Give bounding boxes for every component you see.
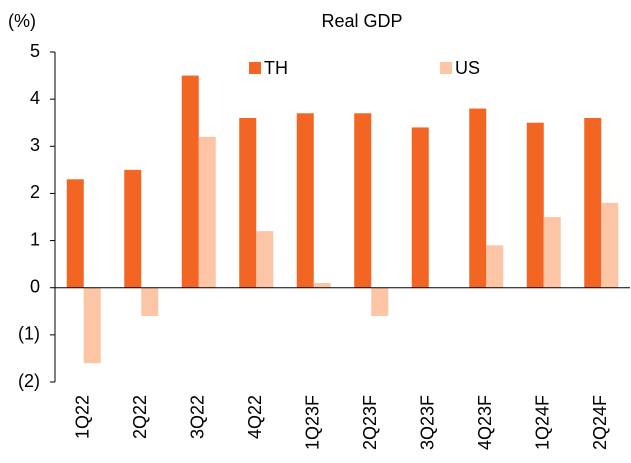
x-tick-label: 3Q22 (188, 395, 208, 439)
x-tick-label: 2Q24F (590, 395, 610, 450)
x-tick-label: 1Q23F (303, 395, 323, 450)
y-tick-label: 5 (30, 41, 40, 61)
x-tick-label: 2Q23F (360, 395, 380, 450)
x-tick-label: 1Q24F (533, 395, 553, 450)
y-tick-label: 1 (30, 229, 40, 249)
bar (411, 127, 429, 288)
x-tick-label: 3Q23F (418, 395, 438, 450)
bar (354, 113, 372, 288)
x-tick-label: 2Q22 (130, 395, 150, 439)
bar (83, 287, 101, 364)
bar (256, 231, 274, 288)
bar (543, 217, 561, 288)
bar (66, 179, 84, 288)
legend-swatch (249, 62, 261, 74)
bar (486, 245, 504, 288)
bar (141, 287, 159, 316)
legend-swatch (440, 62, 452, 74)
bar (296, 113, 314, 288)
y-tick-label: 2 (30, 182, 40, 202)
bar (601, 202, 619, 288)
bar (371, 287, 389, 316)
bar (181, 75, 199, 288)
bar (198, 136, 216, 288)
bar (124, 169, 142, 288)
bar (239, 118, 257, 288)
bar (469, 108, 487, 288)
x-tick-label: 4Q23F (475, 395, 495, 450)
legend-label: TH (264, 58, 288, 78)
chart-title: Real GDP (321, 11, 402, 31)
y-tick-label: (2) (18, 371, 40, 391)
y-tick-label: (1) (18, 324, 40, 344)
bar (584, 118, 602, 288)
y-tick-label: 4 (30, 88, 40, 108)
x-tick-label: 1Q22 (73, 395, 93, 439)
legend-label: US (455, 58, 480, 78)
bar (526, 122, 544, 288)
bar (313, 283, 331, 288)
y-tick-label: 3 (30, 135, 40, 155)
y-axis-label: (%) (8, 11, 36, 31)
y-tick-label: 0 (30, 276, 40, 296)
x-tick-label: 4Q22 (245, 395, 265, 439)
